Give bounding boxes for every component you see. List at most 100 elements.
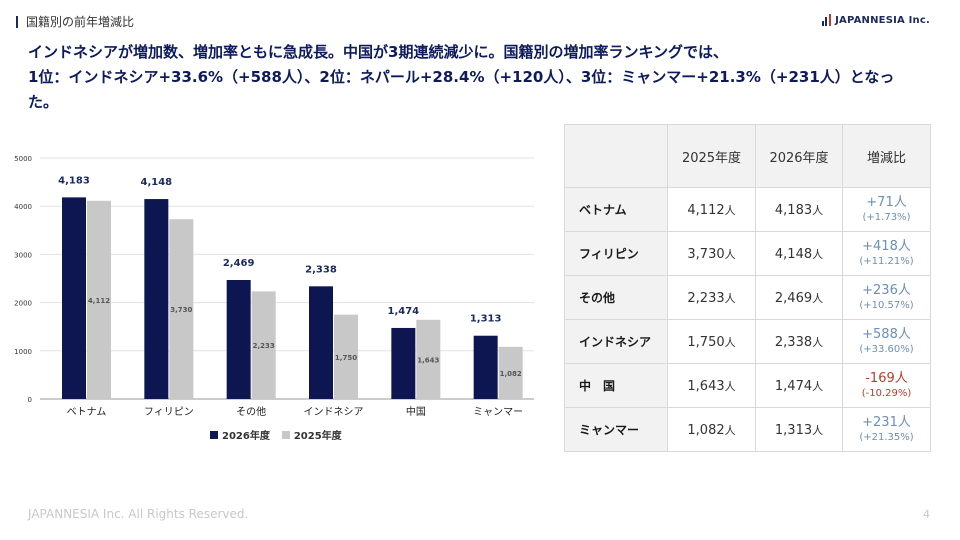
headline: インドネシアが増加数、増加率ともに急成長。中国が3期連続減少に。国籍別の増加率ラ… <box>28 40 928 115</box>
data-label-2026: 1,474 <box>388 306 420 317</box>
x-category-label: 中国 <box>406 405 426 418</box>
change-rate: (+33.60%) <box>859 343 914 355</box>
value-2025: 2,233 <box>687 290 725 306</box>
data-label-2026: 4,183 <box>58 175 90 186</box>
value-2026: 1,474 <box>774 378 813 394</box>
headline-line-3: た。 <box>28 93 59 111</box>
cell-2025: 1,750人 <box>667 319 756 364</box>
chart-legend: 2026年度 2025年度 <box>210 427 354 442</box>
bar-2025 <box>334 314 358 399</box>
data-label-2025: 2,233 <box>253 342 275 350</box>
value-2026: 2,338 <box>774 334 813 350</box>
table-row: 中 国 1,643人 1,474人 -169人 (-10.29%) <box>564 363 931 408</box>
cell-2025: 1,082人 <box>667 407 756 452</box>
bar-2026 <box>391 327 416 399</box>
unit: 人 <box>812 423 824 437</box>
x-category-label: ベトナム <box>67 406 107 418</box>
value-2026: 2,469 <box>774 290 813 306</box>
section-label: 国籍別の前年増減比 <box>16 13 134 30</box>
cell-change: +231人 (+21.35%) <box>842 407 931 452</box>
data-label-2026: 2,338 <box>305 264 337 275</box>
row-label: ベトナム <box>564 187 668 232</box>
bar-2025 <box>416 319 441 399</box>
cell-2026: 4,183人 <box>755 187 843 232</box>
unit: 人 <box>812 379 824 393</box>
header-cell-empty <box>564 124 668 188</box>
x-category-label: インドネシア <box>304 406 364 418</box>
legend-item-2025: 2025年度 <box>281 427 342 442</box>
headline-line-2: 1位：インドネシア+33.6%（+588人）、2位：ネパール+28.4%（+12… <box>28 68 895 86</box>
section-title: 国籍別の前年増減比 <box>26 15 135 29</box>
cell-2025: 2,233人 <box>667 275 756 320</box>
bar-2026 <box>309 286 333 399</box>
logo-icon <box>821 14 833 26</box>
change-count: -169人 <box>865 370 908 386</box>
value-2025: 4,112 <box>687 202 725 218</box>
unit: 人 <box>724 203 736 217</box>
cell-2025: 4,112人 <box>667 187 756 232</box>
header-cell-change: 増減比 <box>842 124 931 188</box>
headline-line-1: インドネシアが増加数、増加率ともに急成長。中国が3期連続減少に。国籍別の増加率ラ… <box>28 43 728 61</box>
row-label: その他 <box>564 275 668 320</box>
cell-2026: 1,313人 <box>755 407 843 452</box>
comparison-table: 2025年度 2026年度 増減比 ベトナム 4,112人 4,183人 +71人 (+… <box>564 124 931 452</box>
data-label-2025: 4,112 <box>88 297 110 305</box>
data-label-2025: 1,750 <box>335 354 357 362</box>
value-2025: 1,750 <box>687 334 725 350</box>
y-tick-label: 4000 <box>14 203 32 211</box>
table-row: ミャンマー 1,082人 1,313人 +231人 (+21.35%) <box>564 407 931 452</box>
cell-2026: 2,469人 <box>755 275 843 320</box>
bar-2025 <box>251 291 276 399</box>
row-label: ミャンマー <box>564 407 668 452</box>
y-tick-label: 1000 <box>14 348 32 356</box>
bar-2026 <box>226 279 251 399</box>
change-count: +588人 <box>862 326 911 342</box>
unit: 人 <box>724 423 736 437</box>
x-category-label: ミャンマー <box>473 407 523 418</box>
legend-label-2026: 2026年度 <box>222 431 270 442</box>
unit: 人 <box>724 291 736 305</box>
company-logo: JAPANNESIA Inc. <box>821 14 930 26</box>
cell-2026: 4,148人 <box>755 231 843 276</box>
table-header-row: 2025年度 2026年度 増減比 <box>564 124 931 188</box>
unit: 人 <box>812 335 824 349</box>
bar-2025 <box>87 200 111 399</box>
legend-label-2025: 2025年度 <box>293 431 342 442</box>
change-rate: (-10.29%) <box>861 387 912 399</box>
header-cell-2026: 2026年度 <box>755 124 843 188</box>
unit: 人 <box>812 291 824 305</box>
data-label-2025: 1,643 <box>417 356 439 364</box>
value-2025: 3,730 <box>687 246 725 262</box>
bar-2025 <box>498 346 523 399</box>
table-row: その他 2,233人 2,469人 +236人 (+10.57%) <box>564 275 931 320</box>
bar-2026 <box>473 335 498 399</box>
cell-change: +588人 (+33.60%) <box>842 319 931 364</box>
y-tick-label: 5000 <box>14 155 32 163</box>
data-label-2025: 3,730 <box>170 306 192 314</box>
data-label-2026: 2,469 <box>223 258 255 269</box>
data-label-2025: 1,082 <box>500 370 522 378</box>
cell-2025: 3,730人 <box>667 231 756 276</box>
change-count: +231人 <box>862 414 911 430</box>
legend-swatch-2025 <box>281 430 290 439</box>
change-rate: (+11.21%) <box>859 255 914 267</box>
cell-2025: 1,643人 <box>667 363 756 408</box>
row-label: 中 国 <box>564 363 668 408</box>
bar-2026 <box>144 199 169 399</box>
cell-change: +71人 (+1.73%) <box>842 187 931 232</box>
bar-2026 <box>62 197 86 399</box>
unit: 人 <box>724 335 736 349</box>
y-tick-label: 3000 <box>14 251 32 259</box>
bar-2025 <box>169 219 194 399</box>
value-2026: 4,183 <box>774 202 813 218</box>
footer-copyright: JAPANNESIA Inc. All Rights Reserved. <box>28 507 249 521</box>
legend-item-2026: 2026年度 <box>210 427 270 442</box>
change-count: +418人 <box>862 238 911 254</box>
data-label-2026: 4,148 <box>141 177 173 188</box>
value-2025: 1,643 <box>687 378 725 394</box>
unit: 人 <box>812 247 824 261</box>
row-label: フィリピン <box>564 231 668 276</box>
change-rate: (+21.35%) <box>859 431 914 443</box>
value-2026: 4,148 <box>774 246 813 262</box>
unit: 人 <box>724 379 736 393</box>
